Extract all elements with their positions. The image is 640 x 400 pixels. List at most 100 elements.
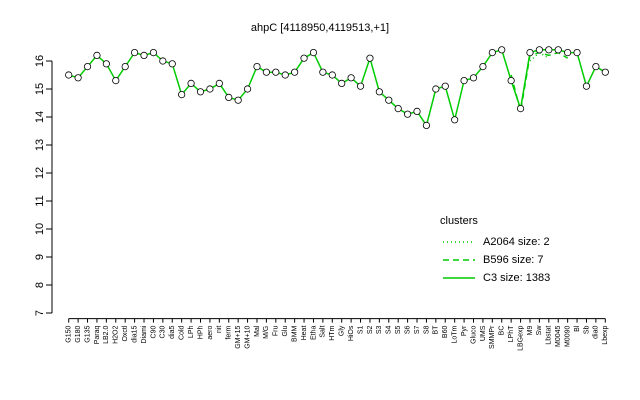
data-point — [441, 82, 449, 90]
x-tick-label: S7 — [414, 325, 421, 334]
x-tick-label: BT — [433, 325, 440, 335]
series-line — [510, 51, 569, 112]
legend-label: A2064 size: 2 — [483, 236, 550, 248]
x-tick-label: S6 — [404, 325, 411, 334]
x-tick-label: BC — [499, 326, 506, 336]
x-tick-label: G180 — [75, 325, 82, 342]
data-point — [253, 62, 261, 71]
x-tick-label: dia15 — [131, 326, 138, 343]
legend-label: B596 size: 7 — [483, 254, 544, 266]
data-point — [215, 79, 223, 88]
x-tick-label: Bl — [574, 325, 581, 332]
x-tick-label: GM+10 — [244, 325, 251, 348]
x-tick-label: dia0 — [593, 325, 600, 338]
x-tick-label: S3 — [376, 325, 383, 334]
data-point — [347, 74, 355, 82]
data-point — [159, 57, 167, 65]
data-point — [451, 116, 459, 124]
x-tick-label: Mal — [254, 325, 261, 337]
x-tick-label: B60 — [442, 326, 449, 339]
legend-title: clusters — [440, 215, 478, 227]
x-tick-label: H2O2 — [113, 326, 120, 344]
data-point — [498, 46, 506, 54]
data-point — [488, 48, 496, 57]
data-point — [328, 71, 336, 79]
x-tick-label: G135 — [84, 325, 91, 342]
data-point — [187, 79, 195, 88]
data-point — [65, 71, 73, 79]
data-point — [516, 105, 525, 113]
x-tick-label: SMMPr — [489, 325, 496, 349]
x-tick-label: Diami — [141, 325, 148, 343]
data-point — [83, 62, 92, 71]
data-point — [535, 46, 543, 54]
series-line — [68, 48, 606, 128]
data-point — [601, 68, 609, 76]
data-point — [243, 85, 252, 93]
y-tick-label: 13 — [34, 139, 46, 151]
x-tick-label: LPh — [188, 326, 195, 339]
data-point — [234, 96, 242, 104]
y-tick-label: 15 — [34, 83, 46, 95]
data-point — [168, 60, 176, 68]
x-tick-label: M0045 — [555, 325, 562, 347]
x-tick-label: C30 — [160, 325, 167, 338]
data-point — [178, 91, 186, 99]
x-tick-label: LB2.0 — [103, 325, 110, 343]
data-point — [300, 54, 308, 62]
x-tick-label: UMS — [480, 325, 487, 341]
x-tick-label: Lbstat — [546, 326, 553, 345]
data-point — [507, 77, 515, 85]
x-tick-label: S2 — [367, 325, 374, 334]
data-point — [460, 77, 468, 85]
chart-title: ahpC [4118950,4119513,+1] — [251, 22, 389, 34]
x-tick-label: Sb — [583, 325, 590, 334]
x-tick-label: Fru — [273, 325, 280, 336]
y-tick-label: 10 — [34, 223, 46, 235]
data-point — [225, 93, 233, 102]
y-tick-label: 14 — [34, 111, 46, 123]
x-tick-label: Oxctl — [122, 325, 129, 341]
x-tick-label: Lbexp — [602, 325, 609, 344]
data-point — [74, 74, 82, 82]
x-tick-label: M9 — [527, 326, 534, 336]
x-tick-label: Gluco — [470, 326, 477, 344]
x-tick-label: S1 — [357, 325, 364, 334]
x-tick-label: ferm — [226, 325, 233, 339]
x-tick-label: nit — [216, 326, 223, 333]
x-tick-label: M0090 — [564, 325, 571, 347]
data-point — [93, 51, 101, 60]
data-point — [385, 96, 393, 104]
x-tick-label: S4 — [386, 325, 393, 334]
data-point — [262, 68, 270, 76]
x-tick-label: G150 — [66, 325, 73, 342]
data-point — [319, 68, 327, 76]
data-point — [404, 110, 412, 118]
x-tick-label: BMM — [291, 325, 298, 342]
data-point — [272, 68, 280, 76]
x-tick-label: HPh — [197, 326, 204, 340]
data-point — [281, 71, 289, 79]
data-point — [309, 48, 318, 57]
x-tick-label: Heat — [301, 326, 308, 341]
x-tick-label: GM+15 — [235, 325, 242, 348]
x-tick-label: Cold — [179, 326, 186, 341]
x-tick-label: Paraq — [94, 326, 101, 345]
data-point — [554, 46, 562, 54]
x-tick-label: Sw — [536, 325, 543, 336]
data-point — [291, 68, 299, 76]
x-tick-label: M/G — [263, 326, 270, 339]
x-tick-label: aero — [207, 325, 214, 339]
data-point — [422, 121, 431, 130]
data-point — [121, 62, 129, 71]
y-tick-label: 7 — [34, 310, 46, 316]
x-tick-label: Etha — [310, 325, 317, 340]
y-tick-label: 8 — [34, 282, 46, 288]
y-tick-label: 12 — [34, 167, 46, 179]
data-point — [564, 48, 572, 57]
data-point — [592, 62, 600, 71]
data-point — [102, 60, 110, 68]
x-tick-label: Gly — [339, 325, 346, 336]
x-tick-label: C90 — [150, 325, 157, 338]
